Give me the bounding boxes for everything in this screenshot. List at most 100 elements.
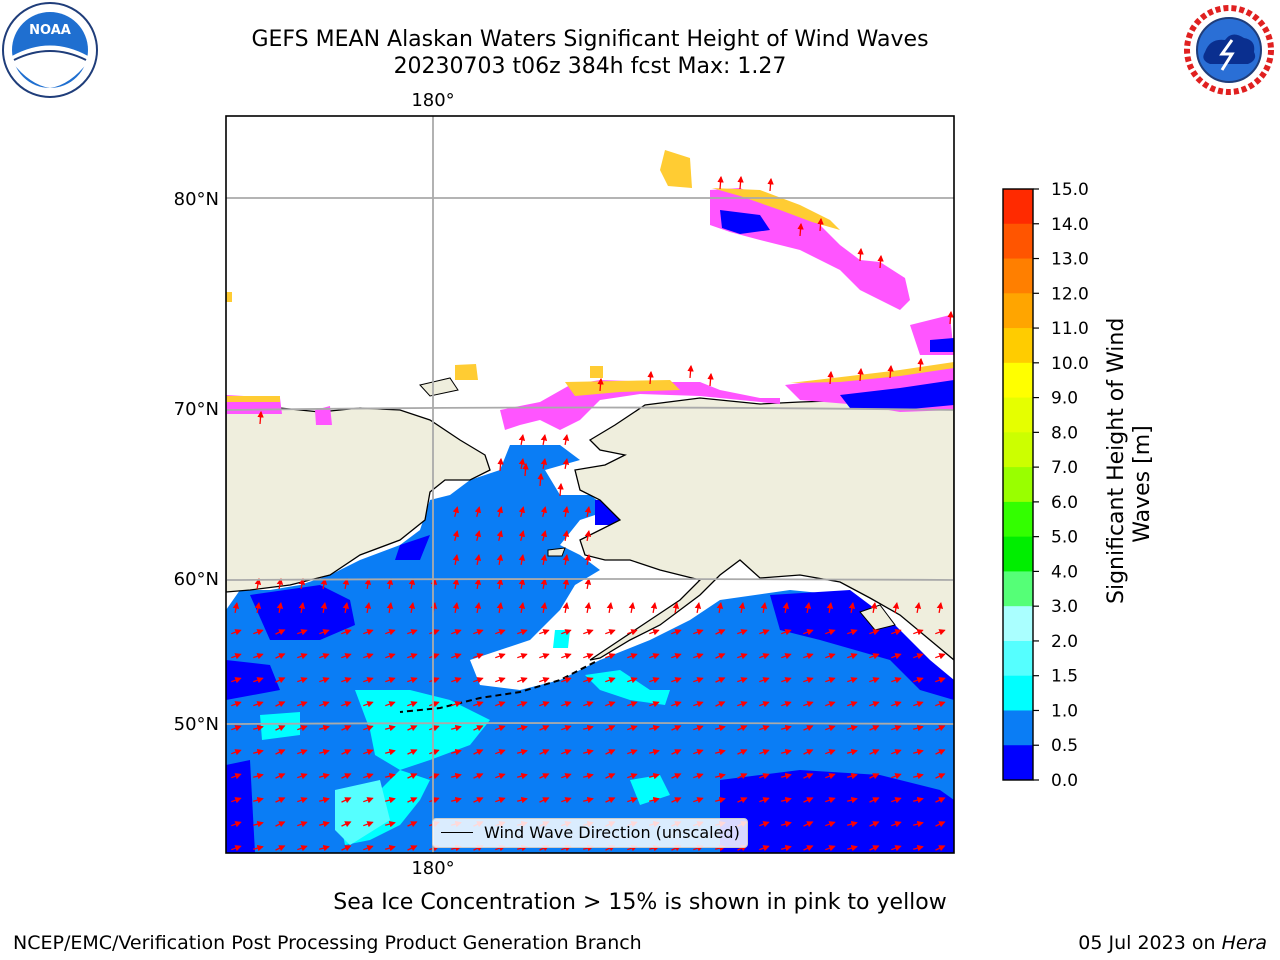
wave-direction-arrow bbox=[231, 821, 242, 828]
wave-direction-arrow bbox=[341, 749, 352, 756]
wave-direction-arrow bbox=[429, 749, 440, 756]
wave-direction-arrow bbox=[451, 701, 462, 708]
wave-direction-arrow bbox=[869, 677, 880, 684]
wave-direction-arrow bbox=[231, 749, 242, 756]
wave-direction-arrow bbox=[539, 749, 550, 756]
wave-direction-arrow bbox=[857, 247, 864, 262]
wave-direction-arrow bbox=[298, 578, 306, 590]
wave-direction-arrow bbox=[717, 175, 724, 190]
wave-direction-arrow bbox=[562, 602, 570, 614]
wave-direction-arrow bbox=[253, 701, 264, 708]
high-wave-zone bbox=[630, 775, 670, 805]
legend-line-swatch bbox=[441, 832, 473, 833]
low-wave-zone bbox=[226, 660, 280, 700]
wave-direction-arrow bbox=[583, 653, 594, 660]
wave-direction-arrow bbox=[341, 797, 352, 804]
wave-direction-arrow bbox=[671, 677, 682, 684]
wave-direction-arrow bbox=[319, 677, 330, 684]
map-frame bbox=[225, 115, 955, 854]
wave-direction-arrow bbox=[451, 629, 462, 636]
wave-direction-arrow bbox=[781, 844, 792, 852]
colorbar-frame bbox=[1002, 188, 1034, 781]
colorbar-band bbox=[1003, 640, 1033, 677]
high-wave-zone bbox=[335, 780, 390, 845]
wave-direction-arrow bbox=[803, 773, 814, 780]
wave-direction-arrow bbox=[341, 701, 352, 708]
wave-direction-arrow bbox=[451, 677, 462, 684]
colorbar-label-line1: Significant Height of Wind bbox=[1104, 317, 1129, 604]
wave-direction-arrow bbox=[605, 677, 616, 684]
wave-direction-arrow bbox=[935, 725, 946, 732]
colorbar-band bbox=[1003, 606, 1033, 642]
wave-direction-arrow bbox=[737, 175, 744, 190]
low-wave-zone bbox=[720, 770, 954, 853]
colorbar-band bbox=[1003, 397, 1033, 433]
wave-direction-arrow bbox=[869, 701, 880, 708]
wave-direction-arrow bbox=[474, 530, 482, 541]
wave-direction-arrow bbox=[913, 748, 924, 756]
wave-direction-arrow bbox=[782, 602, 790, 614]
wave-direction-arrow bbox=[540, 602, 548, 614]
wave-direction-arrow bbox=[561, 701, 572, 708]
colorbar: 15.0 14.0 13.0 12.0 11.0 10.0 9.0 8.0 7.0 6.0 5.0 4… bbox=[1003, 180, 1089, 791]
colorbar-tick-label: 10.0 bbox=[1051, 354, 1089, 374]
wave-direction-arrow bbox=[715, 796, 726, 804]
low-wave-zone bbox=[250, 585, 355, 640]
wave-direction-arrow bbox=[759, 725, 770, 732]
wave-direction-arrow bbox=[913, 844, 924, 852]
wave-direction-arrow bbox=[627, 653, 638, 660]
wave-direction-arrow bbox=[627, 677, 638, 684]
wave-direction-arrow bbox=[363, 821, 374, 828]
wave-direction-arrow bbox=[364, 602, 372, 614]
wave-direction-arrow bbox=[561, 797, 572, 804]
wave-direction-arrow bbox=[627, 773, 638, 780]
wave-direction-arrow bbox=[857, 367, 864, 382]
wave-direction-arrow bbox=[891, 845, 902, 852]
wave-direction-arrow bbox=[429, 725, 440, 732]
wave-direction-arrow bbox=[627, 725, 638, 732]
wave-direction-arrow bbox=[451, 748, 462, 756]
lat-label-80n: 80°N bbox=[174, 189, 219, 210]
wave-direction-arrow bbox=[474, 578, 482, 590]
wave-direction-arrow bbox=[891, 821, 902, 828]
wave-direction-arrow bbox=[253, 844, 264, 852]
wave-direction-arrow bbox=[253, 677, 264, 684]
wave-direction-arrow bbox=[825, 749, 836, 756]
colorbar-band bbox=[1003, 258, 1033, 294]
colorbar-tick-label: 1.5 bbox=[1051, 667, 1078, 687]
wave-direction-arrow bbox=[737, 629, 748, 636]
wave-direction-arrow bbox=[275, 725, 286, 732]
wave-direction-arrow bbox=[297, 629, 308, 636]
wave-direction-arrow bbox=[759, 701, 770, 708]
wave-direction-arrow bbox=[671, 725, 682, 732]
wave-direction-arrow bbox=[715, 677, 726, 684]
wave-direction-arrow bbox=[914, 602, 922, 614]
wave-direction-arrow bbox=[913, 772, 924, 780]
wave-direction-arrow bbox=[891, 749, 902, 756]
wave-direction-arrow bbox=[737, 773, 748, 780]
wave-direction-arrow bbox=[539, 797, 550, 804]
wave-direction-arrow bbox=[583, 724, 594, 732]
wave-direction-arrow bbox=[539, 701, 550, 708]
wave-direction-arrow bbox=[517, 796, 528, 804]
wave-direction-arrow bbox=[649, 653, 660, 660]
wave-direction-arrow bbox=[253, 820, 264, 828]
land-island bbox=[419, 377, 459, 397]
wave-direction-arrow bbox=[231, 653, 242, 660]
wave-direction-arrow bbox=[847, 772, 858, 780]
wave-direction-arrow bbox=[913, 677, 924, 684]
wave-direction-arrow bbox=[561, 749, 572, 756]
wave-direction-arrow bbox=[407, 845, 418, 852]
wave-direction-arrow bbox=[887, 364, 894, 379]
wave-direction-arrow bbox=[518, 530, 526, 541]
wave-direction-arrow bbox=[518, 458, 526, 470]
wave-direction-arrow bbox=[253, 748, 264, 756]
wave-direction-arrow bbox=[540, 506, 548, 517]
wave-direction-arrow bbox=[298, 602, 306, 614]
wave-direction-arrow bbox=[826, 602, 834, 614]
wave-direction-arrow bbox=[891, 629, 902, 636]
colorbar-band bbox=[1003, 328, 1033, 364]
colorbar-tick-label: 7.0 bbox=[1051, 458, 1078, 478]
wave-direction-arrow bbox=[737, 701, 748, 708]
wave-direction-arrow bbox=[803, 749, 814, 756]
